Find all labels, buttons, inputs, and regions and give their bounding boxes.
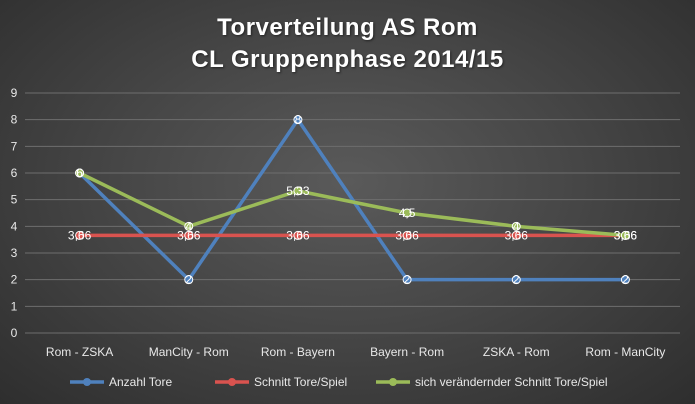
data-point (293, 115, 303, 125)
data-label: 2 (513, 273, 520, 287)
data-point (620, 275, 630, 285)
data-point (184, 221, 194, 231)
x-tick-label: ManCity - Rom (149, 345, 229, 359)
y-tick-label: 9 (11, 86, 18, 100)
y-tick-label: 3 (11, 246, 18, 260)
data-point (402, 208, 412, 218)
data-point (184, 275, 194, 285)
data-point (511, 221, 521, 231)
data-point (620, 230, 630, 240)
data-label: 3,66 (68, 228, 92, 242)
data-point (75, 168, 85, 178)
y-tick-label: 8 (11, 113, 18, 127)
legend-swatch-marker (389, 378, 397, 386)
data-label: 2 (622, 273, 629, 287)
data-label: 5,33 (286, 184, 310, 198)
y-tick-label: 1 (11, 299, 18, 313)
x-tick-label: Rom - Bayern (261, 345, 335, 359)
data-label: 3,66 (614, 228, 638, 242)
y-tick-label: 6 (11, 166, 18, 180)
data-label: 3,66 (395, 228, 419, 242)
data-label: 3,66 (177, 228, 201, 242)
data-point (75, 230, 85, 240)
y-tick-label: 5 (11, 193, 18, 207)
data-label: 3,66 (505, 228, 529, 242)
y-tick-label: 2 (11, 273, 18, 287)
y-tick-label: 7 (11, 139, 18, 153)
data-label: 2 (404, 273, 411, 287)
x-tick-label: ZSKA - Rom (483, 345, 550, 359)
data-label: 6 (76, 166, 83, 180)
y-tick-label: 4 (11, 219, 18, 233)
legend-swatch-marker (83, 378, 91, 386)
data-label: 4,5 (399, 206, 416, 220)
data-label: 3,66 (614, 228, 638, 242)
series-line-3 (77, 171, 628, 238)
data-point (402, 230, 412, 240)
x-tick-label: Rom - ManCity (585, 345, 665, 359)
data-point (511, 230, 521, 240)
chart-subtitle: CL Gruppenphase 2014/15 (191, 46, 504, 73)
x-tick-label: Bayern - Rom (370, 345, 444, 359)
legend-entry-label: Schnitt Tore/Spiel (254, 375, 347, 389)
data-point (511, 275, 521, 285)
data-label: 3,66 (286, 228, 310, 242)
data-point (402, 275, 412, 285)
data-label: 6 (76, 166, 83, 180)
data-point (293, 186, 303, 196)
data-label: 4 (185, 219, 192, 233)
x-tick-label: Rom - ZSKA (46, 345, 113, 359)
series-line-1 (77, 117, 628, 282)
data-point (293, 230, 303, 240)
legend-entry-label: sich verändernder Schnitt Tore/Spiel (415, 375, 608, 389)
data-label: 4 (513, 219, 520, 233)
y-tick-label: 0 (11, 326, 18, 340)
data-label: 2 (185, 273, 192, 287)
chart-title: Torverteilung AS Rom (217, 14, 478, 41)
data-label: 8 (295, 113, 302, 127)
data-point (184, 230, 194, 240)
legend-swatch-marker (228, 378, 236, 386)
legend-entry-label: Anzahl Tore (109, 375, 172, 389)
